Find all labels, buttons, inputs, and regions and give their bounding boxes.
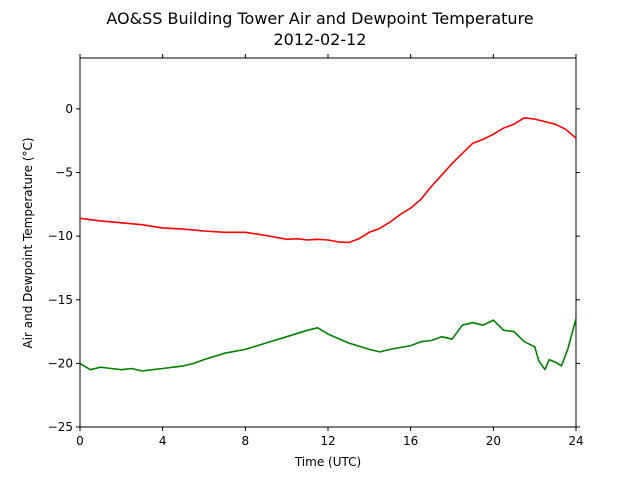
series-layer [79, 117, 577, 372]
x-tick-label: 20 [486, 434, 501, 448]
x-tick-label: 16 [403, 434, 418, 448]
x-tick-label: 4 [159, 434, 167, 448]
chart-title: AO&SS Building Tower Air and Dewpoint Te… [106, 9, 533, 28]
x-tick-label: 8 [242, 434, 250, 448]
series-line-1 [79, 117, 577, 244]
y-axis: −25 −20 −15 −10 −5 0 [48, 102, 580, 434]
x-tick-label: 24 [568, 434, 583, 448]
y-axis-label: Air and Dewpoint Temperature (°C) [21, 137, 35, 348]
chart-subtitle: 2012-02-12 [274, 30, 367, 49]
y-tick-label: −15 [48, 293, 73, 307]
y-tick-label: −20 [48, 356, 73, 370]
plot-frame [79, 57, 577, 428]
y-tick-label: −25 [48, 420, 73, 434]
x-axis: 0 4 8 12 16 20 24 [76, 54, 584, 448]
y-tick-label: −10 [48, 229, 73, 243]
series-line-2 [79, 318, 577, 372]
x-tick-label: 12 [320, 434, 335, 448]
x-tick-label: 0 [76, 434, 84, 448]
y-tick-label: 0 [65, 102, 73, 116]
y-tick-label: −5 [55, 166, 73, 180]
plot-area: 0 4 8 12 16 20 24 −25 −20 −15 −10 −5 0 [48, 54, 584, 448]
x-axis-label: Time (UTC) [294, 455, 361, 469]
